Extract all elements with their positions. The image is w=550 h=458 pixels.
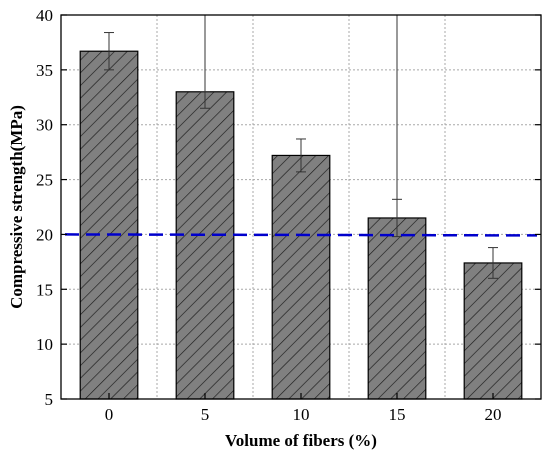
- x-tick-label: 10: [293, 405, 310, 424]
- x-axis-title: Volume of fibers (%): [225, 431, 377, 450]
- x-tick-label: 15: [389, 405, 406, 424]
- bar-20: [463, 262, 523, 400]
- bar-5: [175, 91, 235, 400]
- y-tick-label: 20: [36, 225, 53, 244]
- y-axis-ticks: 5 10 15 20 25 30 35 40: [36, 6, 541, 409]
- y-tick-label: 30: [36, 116, 53, 135]
- x-tick-label: 5: [201, 405, 210, 424]
- reference-line: [64, 233, 538, 237]
- error-bars: [104, 15, 498, 279]
- y-axis-title: Compressive strength(MPa): [7, 105, 26, 309]
- x-tick-label: 0: [105, 405, 114, 424]
- y-tick-label: 40: [36, 6, 53, 25]
- y-tick-label: 25: [36, 171, 53, 190]
- y-tick-label: 35: [36, 61, 53, 80]
- bar-15: [367, 217, 427, 400]
- x-axis-ticks: 0 5 10 15 20: [105, 393, 502, 424]
- reference-line-group: [64, 233, 538, 237]
- x-tick-label: 20: [485, 405, 502, 424]
- y-tick-label: 5: [45, 390, 54, 409]
- bar-10: [271, 154, 331, 400]
- bar-0: [79, 50, 139, 400]
- y-tick-label: 15: [36, 280, 53, 299]
- y-tick-label: 10: [36, 335, 53, 354]
- bars: [79, 50, 523, 400]
